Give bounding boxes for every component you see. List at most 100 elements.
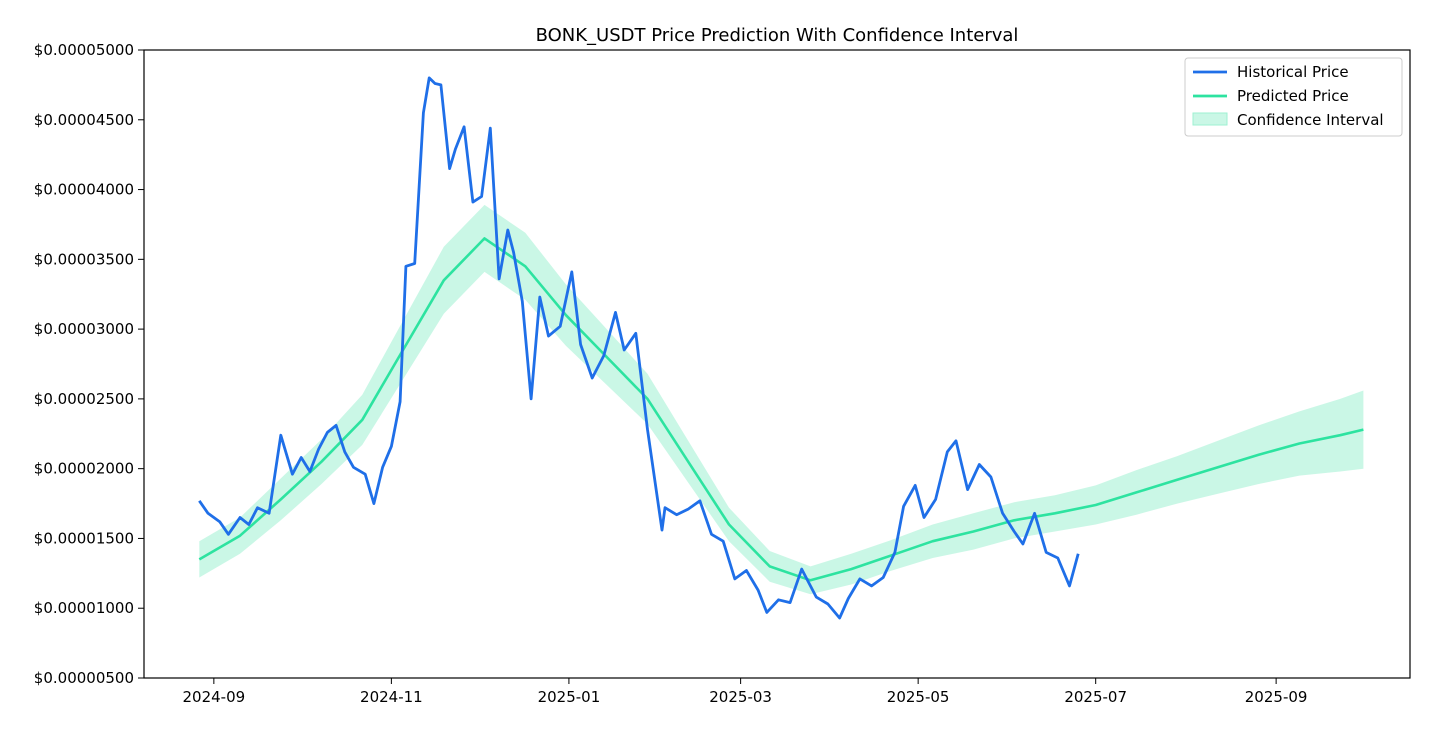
legend-historical-label: Historical Price <box>1237 63 1349 81</box>
x-tick-label: 2025-03 <box>709 688 772 706</box>
historical-point <box>521 300 523 302</box>
y-tick-label: $0.00000500 <box>34 669 134 687</box>
x-tick-label: 2025-07 <box>1064 688 1127 706</box>
historical-point <box>623 349 625 351</box>
predicted-point <box>932 540 934 542</box>
historical-point <box>530 398 532 400</box>
historical-point <box>591 377 593 379</box>
historical-point <box>463 126 465 128</box>
y-tick-label: $0.00001500 <box>34 529 134 547</box>
historical-point <box>894 551 896 553</box>
predicted-point <box>850 568 852 570</box>
historical-point <box>256 507 258 509</box>
historical-point <box>1077 553 1079 555</box>
predicted-point <box>320 460 322 462</box>
data-points-layer <box>198 77 1365 619</box>
historical-point <box>571 271 573 273</box>
predicted-point <box>687 460 689 462</box>
historical-point <box>1022 543 1024 545</box>
historical-point <box>218 520 220 522</box>
predicted-point <box>361 419 363 421</box>
historical-point <box>675 514 677 516</box>
legend-interval-swatch <box>1192 112 1228 126</box>
historical-point <box>507 229 509 231</box>
predicted-point <box>1094 504 1096 506</box>
historical-point <box>1068 585 1070 587</box>
predicted-point <box>891 554 893 556</box>
predicted-point <box>1217 466 1219 468</box>
historical-point <box>603 354 605 356</box>
historical-point <box>646 428 648 430</box>
historical-point <box>870 585 872 587</box>
historical-point <box>722 540 724 542</box>
historical-price-line <box>198 76 1080 620</box>
historical-point <box>326 431 328 433</box>
x-tick-label: 2024-11 <box>360 688 423 706</box>
historical-point <box>1001 512 1003 514</box>
historical-point <box>757 589 759 591</box>
plot-frame <box>143 49 1411 679</box>
historical-point <box>390 445 392 447</box>
historical-point <box>614 311 616 313</box>
confidence-band-layer <box>199 204 1364 595</box>
historical-point <box>990 476 992 478</box>
y-tick-label: $0.00002500 <box>34 390 134 408</box>
predicted-point <box>483 237 485 239</box>
y-tick-label: $0.00003000 <box>34 320 134 338</box>
predicted-point <box>769 565 771 567</box>
historical-point <box>815 596 817 598</box>
historical-point <box>1013 530 1015 532</box>
historical-point <box>373 502 375 504</box>
historical-point <box>882 576 884 578</box>
historical-layer <box>198 76 1080 620</box>
predicted-point <box>1362 428 1364 430</box>
historical-point <box>661 529 663 531</box>
chart-title: BONK_USDT Price Prediction With Confiden… <box>536 25 1019 46</box>
historical-point <box>934 498 936 500</box>
historical-point <box>428 77 430 79</box>
historical-point <box>239 516 241 518</box>
x-axis: 2024-09 2024-11 2025-01 2025-03 2025-05 2025-… <box>183 678 1307 706</box>
historical-point <box>902 505 904 507</box>
historical-point <box>687 508 689 510</box>
historical-point <box>227 533 229 535</box>
predicted-point <box>198 558 200 560</box>
historical-point <box>480 195 482 197</box>
historical-point <box>472 201 474 203</box>
historical-point <box>789 601 791 603</box>
predicted-point <box>1054 512 1056 514</box>
historical-point <box>198 500 200 502</box>
historical-point <box>280 434 282 436</box>
historical-point <box>405 265 407 267</box>
predicted-point <box>280 498 282 500</box>
historical-point <box>914 484 916 486</box>
historical-point <box>489 127 491 129</box>
historical-point <box>454 148 456 150</box>
historical-point <box>317 448 319 450</box>
historical-point <box>309 470 311 472</box>
historical-point <box>268 512 270 514</box>
legend: Historical Price Predicted Price Confide… <box>1184 57 1403 137</box>
y-tick-label: $0.00003500 <box>34 250 134 268</box>
historical-point <box>364 473 366 475</box>
predicted-point <box>443 279 445 281</box>
historical-point <box>777 599 779 601</box>
predicted-point <box>1339 434 1341 436</box>
historical-point <box>344 451 346 453</box>
historical-point <box>547 335 549 337</box>
predicted-point <box>1176 479 1178 481</box>
historical-point <box>440 84 442 86</box>
historical-point <box>946 451 948 453</box>
historical-point <box>300 456 302 458</box>
x-tick-label: 2024-09 <box>183 688 246 706</box>
historical-point <box>923 516 925 518</box>
historical-point <box>847 597 849 599</box>
historical-point <box>664 507 666 509</box>
predicted-point <box>1013 519 1015 521</box>
predicted-point <box>606 356 608 358</box>
historical-point <box>699 500 701 502</box>
predicted-point <box>1135 491 1137 493</box>
historical-point <box>859 578 861 580</box>
historical-point <box>1057 557 1059 559</box>
historical-point <box>978 463 980 465</box>
